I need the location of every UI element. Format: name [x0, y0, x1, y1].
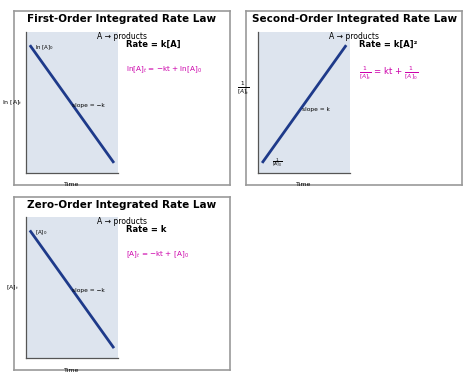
Text: Rate = k[A]: Rate = k[A] [127, 40, 181, 49]
Text: [A]$_0$: [A]$_0$ [35, 229, 47, 237]
Text: ln [A]$_0$: ln [A]$_0$ [35, 43, 55, 52]
Text: Zero-Order Integrated Rate Law: Zero-Order Integrated Rate Law [27, 200, 217, 209]
Text: Time: Time [296, 183, 312, 187]
Text: A → products: A → products [329, 32, 379, 41]
Text: Second-Order Integrated Rate Law: Second-Order Integrated Rate Law [252, 14, 457, 24]
Text: [A]$_t$: [A]$_t$ [6, 284, 19, 292]
Text: $\frac{1}{[A]_0}$: $\frac{1}{[A]_0}$ [272, 156, 283, 169]
Text: Rate = k[A]²: Rate = k[A]² [359, 40, 417, 49]
Text: slope = −k: slope = −k [72, 288, 105, 293]
Text: A → products: A → products [97, 32, 147, 41]
Text: Time: Time [64, 183, 80, 187]
Text: Rate = k: Rate = k [127, 225, 167, 234]
Text: A → products: A → products [97, 217, 147, 226]
Text: slope = −k: slope = −k [72, 103, 105, 108]
Text: $\frac{1}{[A]_t}$: $\frac{1}{[A]_t}$ [237, 80, 249, 97]
Text: First-Order Integrated Rate Law: First-Order Integrated Rate Law [27, 14, 217, 24]
Text: [A]$_t$ = $-$kt + [A]$_0$: [A]$_t$ = $-$kt + [A]$_0$ [127, 249, 189, 260]
Text: slope = k: slope = k [302, 107, 330, 112]
Text: $\frac{1}{[A]_t}$ = kt + $\frac{1}{[A]_0}$: $\frac{1}{[A]_t}$ = kt + $\frac{1}{[A]_0… [359, 64, 418, 82]
Text: Time: Time [64, 368, 80, 373]
Text: ln [A]$_t$: ln [A]$_t$ [2, 98, 23, 107]
Text: ln[A]$_t$ = $-$kt + ln[A]$_0$: ln[A]$_t$ = $-$kt + ln[A]$_0$ [127, 64, 202, 75]
